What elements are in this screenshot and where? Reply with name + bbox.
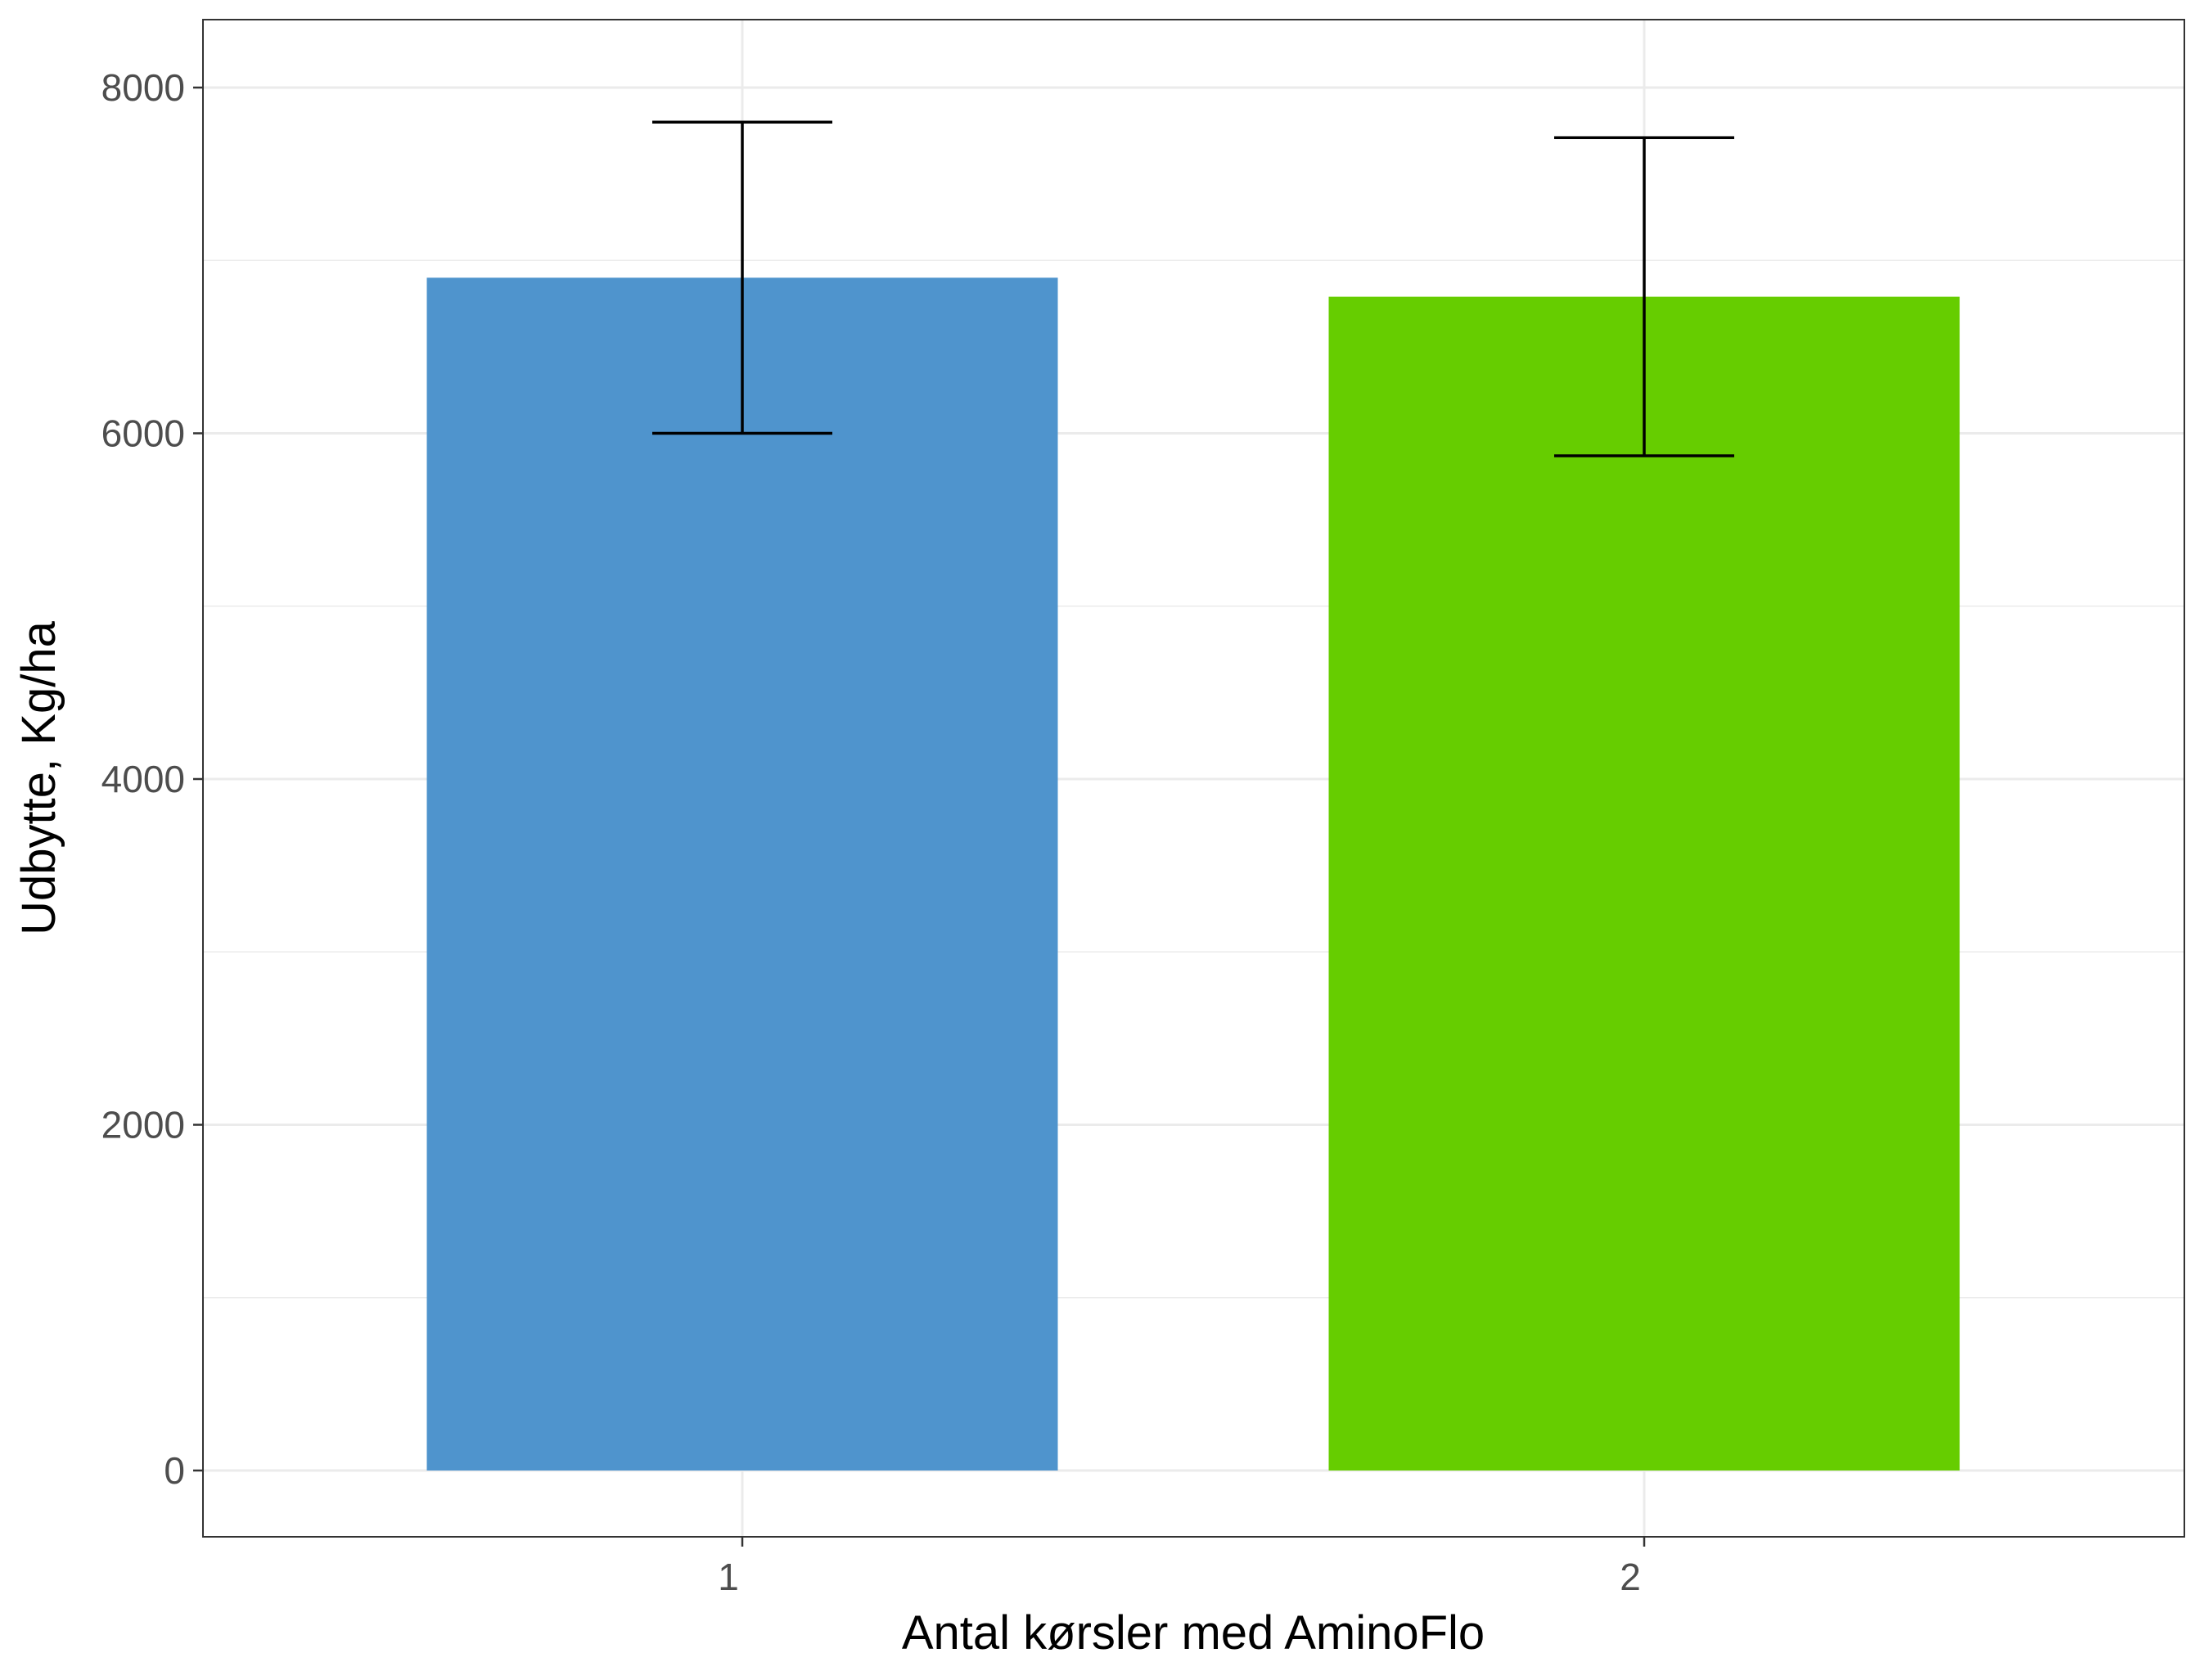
y-tick-label: 6000 xyxy=(101,412,185,455)
x-axis-title: Antal kørsler med AminoFlo xyxy=(902,1606,1485,1660)
y-tick-label: 0 xyxy=(164,1449,185,1492)
y-tick-label: 8000 xyxy=(101,66,185,109)
error-bar-2 xyxy=(1554,136,1734,457)
bar-1 xyxy=(426,277,1058,1471)
y-tick-label: 4000 xyxy=(101,758,185,800)
bars xyxy=(426,277,1960,1471)
y-tick-label: 2000 xyxy=(101,1104,185,1146)
x-tick-label: 2 xyxy=(1620,1556,1641,1598)
x-tick-label: 1 xyxy=(718,1556,739,1598)
y-axis-title: Udbytte, Kg/ha xyxy=(12,620,65,935)
bar-2 xyxy=(1328,296,1960,1471)
error-bars xyxy=(652,120,1734,457)
error-bar-1 xyxy=(652,120,832,435)
y-axis: 0 2000 4000 6000 8000 xyxy=(101,66,203,1492)
